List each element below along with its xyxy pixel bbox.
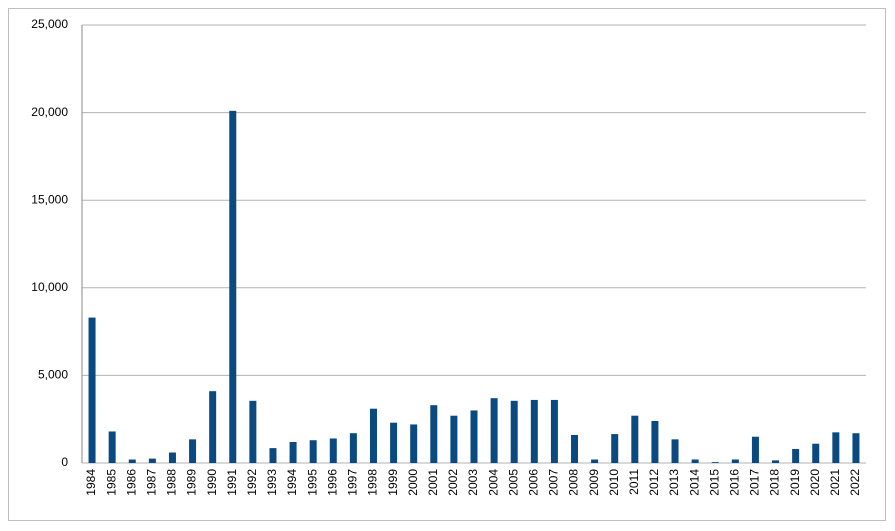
x-tick-label: 2006 xyxy=(526,469,540,496)
bar xyxy=(832,432,840,463)
x-tick-label: 2003 xyxy=(466,469,480,496)
bar xyxy=(390,422,398,463)
bar xyxy=(349,433,357,463)
bar xyxy=(611,434,619,463)
bar xyxy=(731,459,739,463)
bar xyxy=(108,431,116,463)
bar xyxy=(329,438,337,463)
x-tick-label: 2008 xyxy=(567,469,581,496)
bar xyxy=(128,459,136,463)
x-tick-label: 1991 xyxy=(225,469,239,496)
x-tick-label: 1990 xyxy=(205,469,219,496)
x-tick-label: 2011 xyxy=(627,469,641,495)
x-tick-label: 2018 xyxy=(768,469,782,496)
x-tick-label: 2002 xyxy=(446,469,460,496)
bar xyxy=(631,415,639,463)
bar xyxy=(289,441,297,463)
x-tick-label: 1992 xyxy=(245,469,259,496)
bar xyxy=(671,439,679,463)
chart-border xyxy=(8,8,886,521)
bar xyxy=(530,399,538,463)
x-tick-label: 2015 xyxy=(707,469,721,496)
x-tick-label: 2001 xyxy=(426,469,440,496)
bar xyxy=(410,424,418,463)
bar xyxy=(249,400,257,463)
bar xyxy=(812,443,820,463)
bar xyxy=(369,408,377,463)
bar xyxy=(591,459,599,463)
y-tick-label: 10,000 xyxy=(31,280,68,294)
bar xyxy=(772,460,780,463)
bar xyxy=(852,433,860,463)
x-tick-label: 1988 xyxy=(165,469,179,496)
x-tick-label: 1984 xyxy=(84,469,98,496)
x-tick-label: 1993 xyxy=(265,469,279,496)
bar xyxy=(209,391,217,463)
bar xyxy=(751,436,759,463)
x-tick-label: 1989 xyxy=(185,469,199,496)
x-tick-label: 2009 xyxy=(587,469,601,496)
bar xyxy=(229,110,237,464)
y-tick-label: 5,000 xyxy=(38,368,68,382)
bar xyxy=(490,398,498,463)
bar xyxy=(430,405,438,463)
x-tick-label: 1994 xyxy=(285,469,299,496)
bar xyxy=(571,434,579,463)
x-tick-label: 2013 xyxy=(667,469,681,496)
bar xyxy=(792,448,800,463)
x-tick-label: 2012 xyxy=(647,469,661,496)
bar xyxy=(309,440,317,463)
bar xyxy=(510,400,518,463)
x-tick-label: 1997 xyxy=(346,469,360,496)
x-tick-label: 2020 xyxy=(808,469,822,496)
y-tick-label: 15,000 xyxy=(31,192,68,206)
x-tick-label: 2017 xyxy=(748,469,762,496)
x-tick-label: 1996 xyxy=(325,469,339,496)
x-tick-label: 2019 xyxy=(788,469,802,496)
x-tick-label: 1986 xyxy=(124,469,138,496)
y-tick-label: 20,000 xyxy=(31,105,68,119)
bar xyxy=(148,458,156,463)
bar xyxy=(168,452,176,463)
x-tick-label: 2014 xyxy=(687,469,701,496)
x-tick-label: 2007 xyxy=(547,469,561,496)
x-tick-label: 2022 xyxy=(848,469,862,496)
bar xyxy=(269,448,277,463)
x-tick-label: 2016 xyxy=(728,469,742,496)
bar xyxy=(711,462,719,463)
bar xyxy=(88,317,96,463)
x-tick-label: 1985 xyxy=(104,469,118,496)
x-tick-label: 2021 xyxy=(828,469,842,496)
x-tick-label: 1999 xyxy=(386,469,400,496)
x-tick-label: 2010 xyxy=(607,469,621,496)
bar xyxy=(651,420,659,463)
x-tick-label: 1998 xyxy=(366,469,380,496)
x-tick-label: 2000 xyxy=(406,469,420,496)
y-tick-label: 0 xyxy=(61,455,68,469)
x-tick-label: 1987 xyxy=(145,469,159,496)
bar xyxy=(470,410,478,463)
y-tick-label: 25,000 xyxy=(31,17,68,31)
bar xyxy=(550,399,558,463)
x-tick-label: 1995 xyxy=(305,469,319,496)
bar xyxy=(450,415,458,463)
x-tick-label: 2005 xyxy=(506,469,520,496)
bar xyxy=(189,439,197,463)
bar xyxy=(691,459,699,463)
x-tick-label: 2004 xyxy=(486,469,500,496)
